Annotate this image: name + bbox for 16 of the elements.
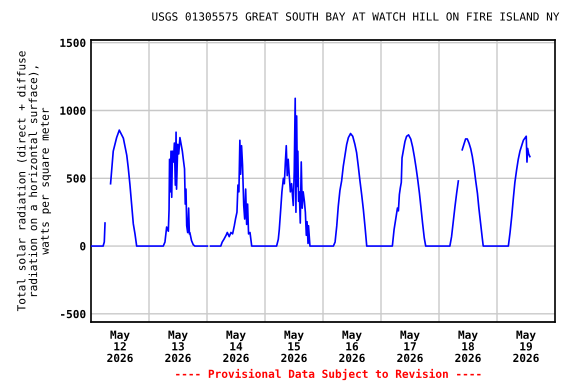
- x-tick-label: May 17 2026: [397, 330, 423, 362]
- y-tick-label: 1500: [60, 38, 86, 48]
- text: ---- Provisional Data Subject to Revision ----: [176, 368, 481, 380]
- y-tick-label: 500: [66, 174, 86, 183]
- x-tick-label: May 14 2026: [223, 330, 249, 362]
- y-tick-label: 1000: [60, 106, 86, 115]
- x-tick-label: May 13 2026: [165, 330, 191, 362]
- y-tick-label: 0: [80, 242, 86, 250]
- y-tick-label: -500: [61, 310, 86, 318]
- y-axis-title: Total solar radiation (direct + diffuse radiation on a horizontal surface), watts per square meter: [16, 51, 52, 312]
- x-tick-label: May 12 2026: [107, 330, 133, 362]
- chart-title: USGS 01305575 GREAT SOUTH BAY AT WATCH HILL ON FIRE ISLAND NY: [152, 12, 560, 21]
- x-tick-label: May 16 2026: [339, 330, 365, 362]
- x-tick-label: May 18 2026: [455, 330, 481, 362]
- x-tick-label: May 19 2026: [513, 330, 539, 362]
- x-tick-label: May 15 2026: [281, 330, 307, 362]
